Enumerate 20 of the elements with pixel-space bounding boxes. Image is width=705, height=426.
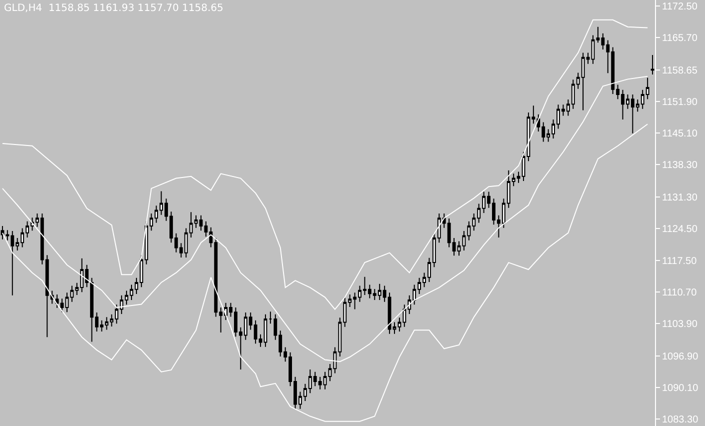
y-tick-label: 1117.50 (662, 256, 698, 268)
y-tick-label: 1083.30 (662, 414, 699, 426)
y-tick-label: 1151.90 (662, 96, 698, 108)
line-series (2, 124, 648, 422)
y-tick-label: 1110.70 (662, 288, 698, 299)
y-tick-label: 1145.10 (662, 128, 698, 140)
y-tick-label: 1090.10 (662, 383, 699, 394)
candlestick (268, 311, 272, 324)
y-tick-label: 1131.30 (662, 192, 698, 204)
y-tick-label: 1103.90 (662, 319, 698, 330)
chart-title: GLD,H4 1158.85 1161.93 1157.70 1158.65 (4, 3, 224, 14)
y-tick-label: 1165.70 (662, 33, 698, 44)
y-tick-label: 1138.30 (662, 160, 698, 171)
candlestick (0, 225, 4, 240)
y-tick-label: 1096.90 (662, 352, 699, 363)
y-tick-label: 1158.65 (662, 66, 698, 77)
candlestick (264, 314, 268, 348)
y-tick-label: 1124.50 (662, 224, 698, 235)
candlestick (650, 54, 654, 76)
y-tick-label: 1172.50 (662, 2, 698, 13)
